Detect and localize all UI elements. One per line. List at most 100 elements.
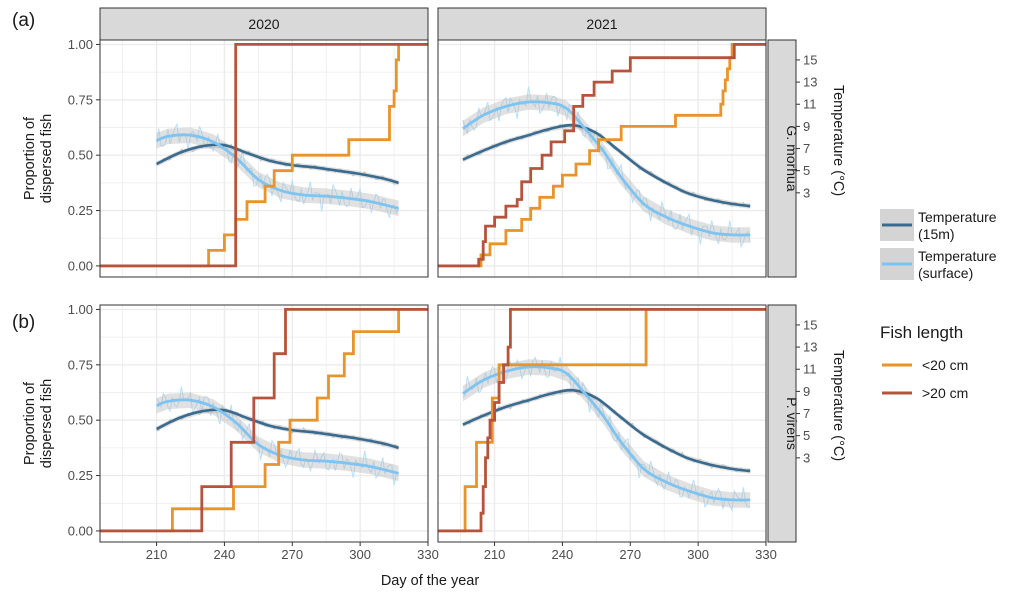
temp15m-series-line	[156, 143, 399, 185]
panel-data	[100, 308, 428, 533]
left-axis-title: Proportion ofdispersed fish	[22, 114, 55, 203]
surface-temp-series-line	[462, 365, 751, 502]
legend-label: Temperature	[918, 209, 997, 225]
fish-length-legend: Fish length <20 cm >20 cm	[880, 323, 968, 401]
panel-letter: (a)	[12, 10, 35, 31]
row-strip-label: P. virens	[784, 397, 800, 450]
column-strip	[99, 7, 429, 41]
temp-tick-label: 3	[803, 450, 810, 465]
x-tick-label: 210	[484, 547, 506, 562]
y-tick-label: 1.00	[68, 302, 93, 317]
temp-tick-label: 5	[803, 428, 810, 443]
panel-border	[437, 304, 767, 543]
gt20-step-line	[100, 43, 428, 268]
x-tick-label: 240	[552, 547, 574, 562]
x-axis-title: Day of the year	[381, 573, 479, 589]
temp-tick-label: 9	[803, 119, 810, 134]
x-tick-label: 300	[687, 547, 709, 562]
y-tick-label: 1.00	[68, 37, 93, 52]
left-axis-title-line: dispersed fish	[39, 114, 55, 203]
row-strip	[767, 304, 797, 543]
temp-tick-label: 3	[803, 185, 810, 200]
legend-label: (15m)	[918, 226, 955, 242]
temp-tick-label: 13	[803, 75, 817, 90]
y-tick-label: 0.00	[68, 258, 93, 273]
temp-tick-label: 15	[803, 317, 817, 332]
surface-temp-ribbon	[156, 392, 399, 482]
facet-panel: 3 5 7 9 11 13 15	[437, 39, 817, 278]
row-strip-label: G. morhua	[784, 125, 800, 191]
lt20-step-line	[100, 308, 428, 533]
gt20-step-line	[100, 308, 428, 533]
left-axis-title-line: Proportion of	[22, 116, 38, 200]
x-tick-label: 270	[281, 547, 303, 562]
panel-border	[99, 39, 429, 278]
facet-panel: 3 5 7 9 11 13 15 210 240 270 300 330	[437, 304, 817, 562]
lt20-step-line	[438, 43, 766, 268]
temp-tick-label: 5	[803, 163, 810, 178]
column-strip-label: 2021	[586, 16, 617, 32]
temp-tick-label: 15	[803, 52, 817, 67]
y-tick-label: 0.00	[68, 523, 93, 538]
panel-data	[438, 43, 766, 268]
x-tick-label: 330	[755, 547, 777, 562]
panel-border	[437, 39, 767, 278]
row-strip	[767, 39, 797, 278]
panel-border	[99, 304, 429, 543]
y-tick-label: 0.50	[68, 413, 93, 428]
legend-label: <20 cm	[922, 357, 968, 373]
surface-temp-ribbon	[156, 127, 399, 217]
y-tick-label: 0.50	[68, 148, 93, 163]
surface-temp-ribbon	[462, 359, 751, 508]
surface-temp-series-line	[155, 398, 399, 475]
temp-tick-label: 7	[803, 406, 810, 421]
x-tick-label: 300	[349, 547, 371, 562]
temp15m-ribbon	[462, 122, 751, 209]
legend-label: (surface)	[918, 265, 973, 281]
panel-letter: (b)	[12, 312, 35, 333]
gt20-step-line	[438, 308, 766, 533]
legend-title: Fish length	[880, 323, 963, 342]
y-tick-label: 0.25	[68, 468, 93, 483]
x-tick-label: 210	[146, 547, 168, 562]
surface-temp-ribbon	[462, 94, 751, 243]
right-axis-title: Temperature (°C)	[830, 85, 846, 196]
temp15m-series-line	[462, 388, 751, 473]
temp15m-series-line	[462, 123, 751, 208]
column-strip-label: 2020	[248, 16, 279, 32]
lt20-step-line	[100, 43, 428, 268]
x-tick-label: 240	[214, 547, 236, 562]
temperature-legend: Temperature(15m)Temperature(surface)	[880, 209, 997, 281]
y-tick-label: 0.75	[68, 92, 93, 107]
temp15m-ribbon	[156, 142, 399, 186]
x-tick-label: 270	[619, 547, 641, 562]
left-axis-title: Proportion ofdispersed fish	[22, 379, 55, 468]
x-tick-label: 330	[417, 547, 439, 562]
legend-label: Temperature	[918, 248, 997, 264]
panel-background	[438, 305, 766, 542]
temp15m-ribbon	[462, 387, 751, 474]
temp15m-series-line	[156, 408, 399, 450]
temp15m-ribbon	[156, 407, 399, 451]
facet-panel: 0.00 0.25 0.50 0.75 1.00 210 240 270 300 330	[68, 302, 439, 562]
column-strip	[437, 7, 767, 41]
left-axis-title-line: Proportion of	[22, 381, 38, 465]
left-axis-title-line: dispersed fish	[39, 379, 55, 468]
legend-label: >20 cm	[922, 385, 968, 401]
surface-temp-raw-line	[156, 122, 400, 218]
panel-background	[438, 40, 766, 277]
facet-panel: 0.00 0.25 0.50 0.75 1.00	[68, 37, 429, 278]
gt20-step-line	[438, 43, 766, 268]
y-tick-label: 0.25	[68, 203, 93, 218]
surface-temp-series-line	[462, 100, 751, 237]
right-axis-title: Temperature (°C)	[830, 350, 846, 461]
temp-tick-label: 11	[803, 97, 817, 112]
panel-data	[100, 43, 428, 268]
panel-data	[438, 308, 766, 533]
temp-tick-label: 7	[803, 141, 810, 156]
temp-tick-label: 11	[803, 362, 817, 377]
y-tick-label: 0.75	[68, 357, 93, 372]
temp-tick-label: 9	[803, 384, 810, 399]
temp-tick-label: 13	[803, 340, 817, 355]
